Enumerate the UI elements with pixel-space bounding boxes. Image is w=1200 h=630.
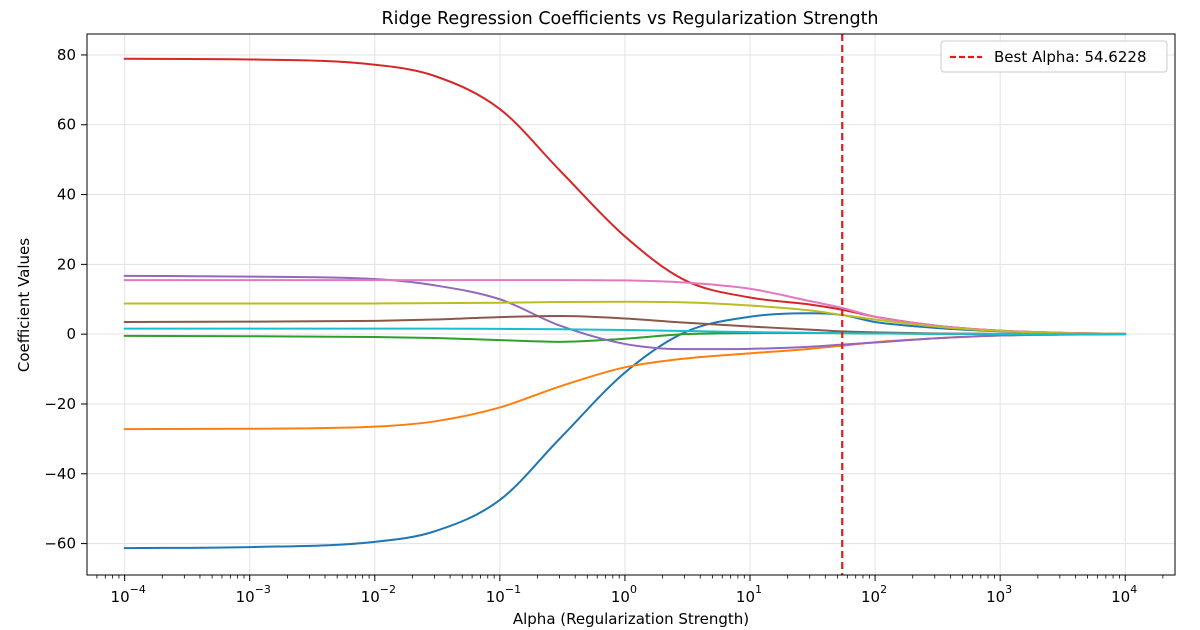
x-tick-label: 10 −4 [111,583,146,606]
legend-box [940,40,1168,73]
x-tick-exponent: 2 [880,583,887,596]
x-tick-base: 10 [486,588,505,606]
x-tick-base: 10 [111,588,130,606]
plot-area [123,34,1127,575]
x-tick-label: 10 4 [1111,583,1137,606]
x-axis-title: Alpha (Regularization Strength) [513,610,749,628]
grid-lines [87,34,1175,575]
x-axis: 10 −4 10 −3 10 −2 10 −1 10 0 10 1 10 2 10 3 10 4 [96,575,1164,606]
legend-label-best-alpha: Best Alpha: 54.6228 [994,48,1146,66]
x-tick-exponent: −3 [255,583,271,596]
x-tick-base: 10 [361,588,380,606]
x-tick-base: 10 [236,588,255,606]
x-tick-label: 10 2 [861,583,887,606]
y-tick-label: 20 [57,255,76,273]
x-tick-exponent: 0 [630,583,637,596]
x-tick-exponent: −4 [130,583,146,596]
y-axis-title: Coefficient Values [15,238,33,372]
x-tick-base: 10 [611,588,630,606]
x-tick-label: 10 −2 [361,583,396,606]
y-tick-label: −60 [44,535,76,553]
chart-title: Ridge Regression Coefficients vs Regular… [381,9,878,29]
x-tick-label: 10 −1 [486,583,521,606]
y-tick-label: 40 [57,186,76,204]
legend: Best Alpha: 54.6228 [940,40,1168,73]
x-tick-exponent: −2 [380,583,396,596]
x-tick-exponent: 4 [1130,583,1137,596]
x-tick-label: 10 1 [736,583,762,606]
x-tick-exponent: 3 [1005,583,1012,596]
x-tick-base: 10 [736,588,755,606]
x-tick-exponent: −1 [505,583,521,596]
x-tick-label: 10 0 [611,583,637,606]
y-tick-label: −40 [44,465,76,483]
x-tick-base: 10 [1111,588,1130,606]
x-tick-exponent: 1 [755,583,762,596]
y-tick-label: −20 [44,395,76,413]
y-tick-label: 80 [57,46,76,64]
coefficient-series-8 [123,300,1127,335]
x-tick-label: 10 3 [986,583,1012,606]
x-tick-label: 10 −3 [236,583,271,606]
coefficient-series-5 [123,274,1127,351]
x-tick-base: 10 [986,588,1005,606]
coefficient-series-9 [123,327,1127,336]
y-axis: 80 60 40 20 0 −20 −40 −60 [44,46,87,553]
y-tick-label: 60 [57,116,76,134]
y-tick-label: 0 [66,325,76,343]
x-tick-base: 10 [861,588,880,606]
plot-frame [86,33,1176,576]
